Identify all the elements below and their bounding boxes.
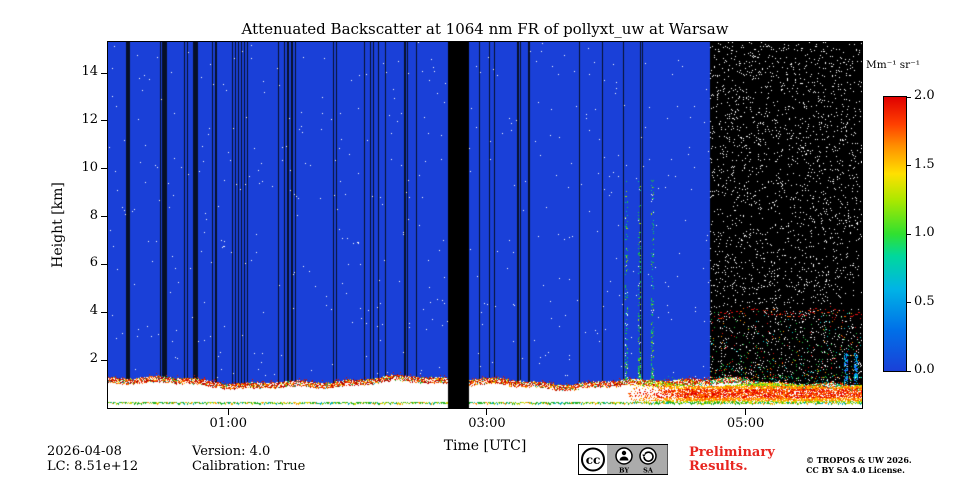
x-tick-mark [486, 409, 488, 415]
y-tick-label: 12 [81, 111, 98, 127]
cc-by-sa-badge: cc BY SA [578, 444, 668, 475]
x-tick-label: 05:00 [726, 416, 765, 431]
colorbar-tick-mark [906, 96, 911, 98]
y-tick-mark [101, 120, 108, 122]
date-text: 2026-04-08 [47, 444, 122, 459]
lidar-constant-text: LC: 8.51e+12 [47, 459, 139, 474]
preliminary-line2: Results. [689, 459, 748, 474]
sa-label: SA [643, 467, 654, 475]
colorbar [883, 96, 907, 372]
footer-left-block: 2026-04-08 LC: 8.51e+12 [47, 444, 138, 474]
x-tick-label: 03:00 [468, 416, 506, 431]
by-label: BY [619, 467, 629, 475]
y-tick-label: 10 [81, 159, 98, 175]
calibration-text: Calibration: True [192, 459, 306, 474]
plot-area [107, 41, 863, 409]
copyright-line2: CC BY SA 4.0 License. [806, 464, 905, 475]
plot-title: Attenuated Backscatter at 1064 nm FR of … [241, 20, 729, 38]
colorbar-tick-mark [906, 233, 911, 235]
y-tick-label: 4 [89, 303, 98, 319]
colorbar-tick-mark [906, 370, 911, 372]
colorbar-tick-label: 1.0 [914, 225, 935, 240]
cc-logo-icon: cc [581, 447, 605, 472]
sa-arrow-icon: SA [639, 447, 657, 475]
y-tick-label: 8 [89, 207, 98, 223]
y-tick-label: 2 [89, 351, 98, 367]
y-tick-mark [101, 359, 108, 361]
x-tick-mark [227, 409, 229, 415]
copyright-block: © TROPOS & UW 2026. CC BY SA 4.0 License… [806, 455, 912, 475]
by-person-icon: BY [615, 447, 633, 475]
y-tick-label: 6 [89, 255, 98, 271]
cc-logo-text: cc [586, 453, 601, 467]
colorbar-tick-mark [906, 165, 911, 166]
y-tick-mark [101, 263, 108, 265]
colorbar-tick-label: 2.0 [914, 88, 935, 103]
x-tick-mark [745, 409, 747, 415]
colorbar-tick-label: 1.5 [914, 156, 935, 172]
colorbar-tick-label: 0.0 [914, 362, 935, 377]
colorbar-tick-label: 0.5 [914, 293, 935, 309]
y-tick-label: 14 [81, 64, 98, 80]
version-text: Version: 4.0 [192, 444, 271, 459]
preliminary-results-note: Preliminary Results. [689, 446, 775, 474]
y-tick-mark [101, 168, 108, 170]
copyright-line1: © TROPOS & UW 2026. [806, 455, 912, 465]
y-tick-mark [101, 216, 108, 218]
x-tick-label: 01:00 [209, 416, 247, 431]
y-tick-mark [101, 72, 108, 74]
footer-version-block: Version: 4.0 Calibration: True [192, 444, 305, 474]
heatmap-canvas [108, 42, 862, 408]
x-axis-label: Time [UTC] [443, 438, 527, 454]
colorbar-tick-mark [906, 302, 911, 303]
y-tick-mark [101, 311, 108, 313]
colorbar-units-label: Mm⁻¹ sr⁻¹ [866, 59, 920, 71]
preliminary-line1: Preliminary [689, 445, 775, 460]
